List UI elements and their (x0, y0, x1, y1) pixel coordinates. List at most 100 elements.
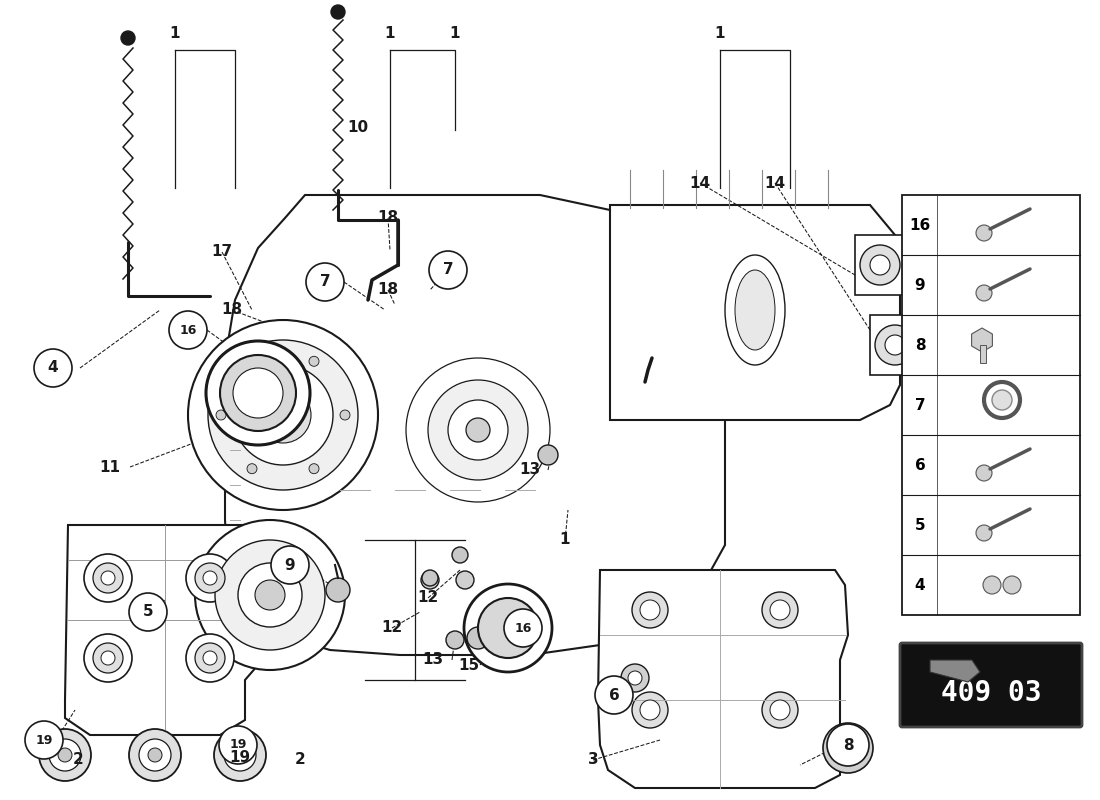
Circle shape (214, 729, 266, 781)
Circle shape (139, 739, 170, 771)
Circle shape (220, 355, 296, 431)
Circle shape (504, 609, 542, 647)
Circle shape (204, 571, 217, 585)
Circle shape (186, 634, 234, 682)
Circle shape (406, 358, 550, 502)
Text: 8: 8 (843, 738, 854, 753)
Circle shape (271, 546, 309, 584)
Circle shape (216, 410, 225, 420)
Circle shape (39, 729, 91, 781)
Circle shape (186, 554, 234, 602)
Circle shape (331, 5, 345, 19)
Circle shape (101, 651, 116, 665)
Circle shape (595, 676, 632, 714)
Circle shape (255, 580, 285, 610)
Circle shape (976, 465, 992, 481)
Circle shape (464, 584, 552, 672)
Circle shape (834, 734, 862, 762)
Circle shape (421, 571, 439, 589)
Circle shape (827, 724, 869, 766)
Circle shape (34, 349, 72, 387)
Circle shape (309, 356, 319, 366)
Polygon shape (971, 328, 992, 352)
Circle shape (478, 598, 538, 658)
Text: 1: 1 (385, 26, 395, 41)
Text: 18: 18 (221, 302, 243, 318)
Circle shape (446, 631, 464, 649)
Circle shape (860, 245, 900, 285)
Circle shape (25, 721, 63, 759)
Circle shape (309, 464, 319, 474)
Circle shape (984, 382, 1020, 418)
Text: 10: 10 (348, 121, 369, 135)
Circle shape (632, 592, 668, 628)
Text: 14: 14 (764, 175, 785, 190)
Text: 6: 6 (608, 687, 619, 702)
Circle shape (628, 671, 642, 685)
Polygon shape (610, 205, 900, 420)
Text: 5: 5 (915, 518, 925, 533)
Text: 11: 11 (99, 459, 121, 474)
Circle shape (233, 365, 333, 465)
Circle shape (886, 335, 905, 355)
Text: 7: 7 (320, 274, 330, 290)
Text: 4: 4 (47, 361, 58, 375)
Text: 19: 19 (35, 734, 53, 746)
Circle shape (538, 445, 558, 465)
Circle shape (429, 251, 468, 289)
Circle shape (466, 418, 490, 442)
Circle shape (640, 700, 660, 720)
Text: 5: 5 (143, 605, 153, 619)
Circle shape (214, 540, 324, 650)
Text: 6: 6 (914, 458, 925, 473)
Circle shape (121, 31, 135, 45)
Circle shape (206, 341, 310, 445)
Circle shape (129, 729, 182, 781)
Text: 19: 19 (230, 750, 251, 766)
Text: 8: 8 (915, 338, 925, 353)
Circle shape (823, 723, 873, 773)
Text: 1: 1 (450, 26, 460, 41)
Ellipse shape (725, 255, 785, 365)
Circle shape (224, 739, 256, 771)
Circle shape (422, 570, 438, 586)
Circle shape (208, 340, 358, 490)
Circle shape (874, 325, 915, 365)
Circle shape (456, 571, 474, 589)
Circle shape (195, 563, 226, 593)
Text: 18: 18 (377, 282, 398, 298)
Circle shape (770, 700, 790, 720)
Circle shape (448, 400, 508, 460)
Text: 1: 1 (715, 26, 725, 41)
Text: 14: 14 (690, 175, 711, 190)
Circle shape (94, 563, 123, 593)
Circle shape (101, 571, 116, 585)
Circle shape (248, 356, 257, 366)
Circle shape (621, 664, 649, 692)
Text: 3: 3 (587, 753, 598, 767)
Circle shape (632, 692, 668, 728)
Circle shape (1003, 576, 1021, 594)
Text: 4: 4 (915, 578, 925, 593)
Text: 409 03: 409 03 (940, 679, 1042, 707)
Circle shape (340, 410, 350, 420)
Circle shape (233, 748, 248, 762)
Circle shape (255, 387, 311, 443)
Text: 2: 2 (73, 753, 84, 767)
Polygon shape (226, 195, 725, 655)
Circle shape (976, 285, 992, 301)
Circle shape (428, 380, 528, 480)
Circle shape (976, 525, 992, 541)
Circle shape (50, 739, 81, 771)
Circle shape (84, 554, 132, 602)
Circle shape (129, 593, 167, 631)
FancyBboxPatch shape (900, 643, 1082, 727)
Circle shape (326, 578, 350, 602)
Text: 16: 16 (179, 323, 197, 337)
Circle shape (238, 563, 302, 627)
Bar (902, 195, 1080, 615)
Text: 1: 1 (169, 26, 180, 41)
Circle shape (148, 748, 162, 762)
Text: 17: 17 (211, 245, 232, 259)
Circle shape (84, 634, 132, 682)
